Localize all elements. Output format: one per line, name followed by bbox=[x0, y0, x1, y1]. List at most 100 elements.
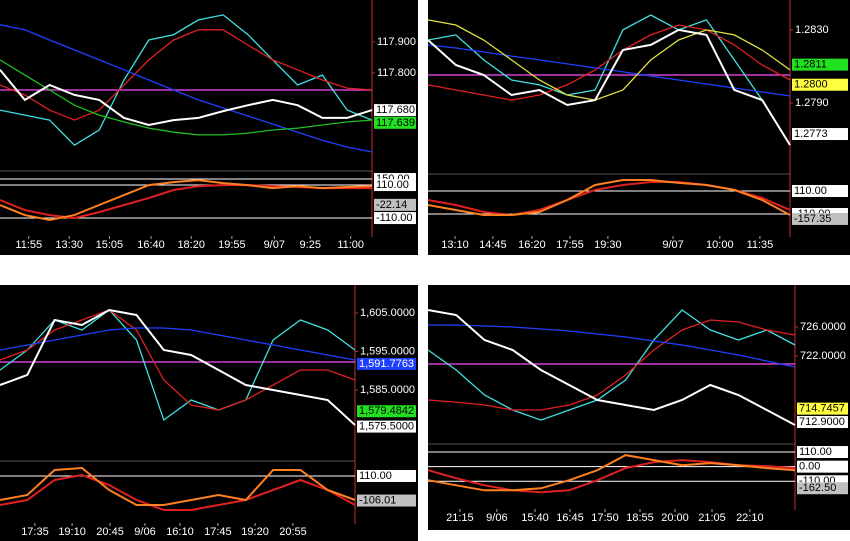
price-box bbox=[797, 402, 848, 415]
price-label: 714.7457 bbox=[799, 403, 845, 415]
x-tick-label: 16:20 bbox=[518, 239, 546, 251]
price-line bbox=[427, 319, 796, 411]
x-tick-label: 21:15 bbox=[446, 512, 474, 524]
oscillator-line bbox=[0, 179, 373, 222]
price-line bbox=[427, 28, 791, 146]
y-tick-label: 726.0000 bbox=[800, 321, 846, 333]
price-line bbox=[0, 327, 356, 361]
x-tick-label: 15:05 bbox=[96, 239, 124, 251]
price-box bbox=[357, 357, 416, 370]
x-tick-label: 15:40 bbox=[521, 512, 549, 524]
price-label: 1.2811 bbox=[794, 59, 827, 71]
value-label: -162.50 bbox=[799, 482, 836, 494]
price-label: 1.2773 bbox=[794, 128, 828, 140]
x-tick-label: 9:25 bbox=[300, 239, 321, 251]
x-tick-label: 16:45 bbox=[556, 512, 584, 524]
price-line bbox=[427, 24, 791, 101]
price-label: 1,575.5000 bbox=[359, 420, 414, 432]
price-line bbox=[428, 324, 796, 368]
y-tick-label: 0.00 bbox=[799, 461, 820, 473]
x-tick-label: 13:10 bbox=[441, 239, 469, 251]
price-box bbox=[374, 116, 416, 129]
price-label: 117.639 bbox=[376, 117, 415, 129]
price-box bbox=[792, 78, 848, 91]
x-tick-label: 13:30 bbox=[55, 239, 83, 251]
x-tick-label: 22:10 bbox=[736, 512, 764, 524]
oscillator-line bbox=[0, 473, 356, 511]
price-box bbox=[357, 405, 416, 418]
x-tick-label: 11:00 bbox=[337, 239, 364, 251]
price-label: 1.2800 bbox=[794, 79, 828, 91]
panel-background bbox=[0, 0, 418, 255]
y-tick-label: 1,605.0000 bbox=[360, 307, 415, 319]
x-tick-label: 9/06 bbox=[486, 512, 507, 524]
value-label: -22.14 bbox=[376, 199, 407, 211]
price-box bbox=[792, 58, 848, 71]
price-line bbox=[0, 308, 356, 426]
y-tick-label: 1.2830 bbox=[795, 24, 829, 36]
price-line bbox=[0, 309, 356, 411]
x-tick-label: 19:55 bbox=[218, 239, 246, 251]
price-line bbox=[427, 44, 791, 97]
x-tick-label: 17:55 bbox=[556, 239, 584, 251]
price-box bbox=[797, 416, 848, 429]
x-tick-label: 19:10 bbox=[58, 526, 86, 538]
y-tick-label: 110.00 bbox=[376, 179, 409, 191]
y-tick-label: 117.800 bbox=[377, 67, 416, 79]
x-tick-label: 20:55 bbox=[279, 526, 307, 538]
price-line bbox=[427, 309, 796, 426]
x-tick-label: 14:45 bbox=[479, 239, 507, 251]
y-tick-label: 1,595.0000 bbox=[360, 345, 415, 357]
value-box bbox=[357, 494, 416, 507]
x-tick-label: 16:40 bbox=[137, 239, 165, 251]
x-tick-label: 20:00 bbox=[661, 512, 689, 524]
x-tick-label: 9/07 bbox=[264, 239, 285, 251]
panel-background bbox=[428, 0, 850, 255]
y-tick-label: 1,585.0000 bbox=[360, 384, 415, 396]
tick-box bbox=[374, 179, 416, 192]
price-box bbox=[374, 104, 416, 117]
y-tick-label: 722.0000 bbox=[800, 350, 846, 362]
x-tick-label: 19:20 bbox=[241, 526, 269, 538]
price-label: 117.680 bbox=[376, 104, 415, 116]
x-tick-label: 17:50 bbox=[591, 512, 619, 524]
x-tick-label: 21:05 bbox=[698, 512, 726, 524]
y-tick-label: 1.2790 bbox=[795, 97, 829, 109]
price-label: 1,579.4842 bbox=[359, 405, 414, 417]
x-tick-label: 9/06 bbox=[134, 526, 155, 538]
oscillator-line bbox=[0, 466, 356, 506]
tick-box bbox=[357, 469, 416, 482]
oscillator-line bbox=[427, 179, 791, 216]
x-tick-label: 17:45 bbox=[204, 526, 232, 538]
x-tick-label: 20:45 bbox=[96, 526, 124, 538]
price-line bbox=[0, 29, 373, 121]
x-tick-label: 18:20 bbox=[177, 239, 205, 251]
value-label: -157.35 bbox=[794, 213, 831, 225]
value-box bbox=[374, 198, 416, 211]
tick-box bbox=[374, 212, 416, 225]
x-tick-label: 18:55 bbox=[626, 512, 654, 524]
price-line bbox=[0, 69, 373, 127]
x-tick-label: 19:30 bbox=[594, 239, 622, 251]
x-tick-label: 11:55 bbox=[15, 239, 42, 251]
tick-box bbox=[797, 446, 848, 459]
x-tick-label: 16:10 bbox=[166, 526, 194, 538]
y-tick-label: 110.00 bbox=[799, 446, 832, 458]
y-tick-label: -110.00 bbox=[376, 212, 413, 224]
price-line bbox=[0, 59, 373, 136]
price-line bbox=[0, 14, 373, 147]
value-box bbox=[792, 212, 848, 225]
x-tick-label: 9/07 bbox=[662, 239, 683, 251]
tick-box bbox=[797, 460, 848, 473]
value-label: -106.01 bbox=[359, 494, 396, 506]
x-tick-label: 10:00 bbox=[706, 239, 734, 251]
y-tick-label: 117.900 bbox=[377, 36, 416, 48]
x-tick-label: 11:35 bbox=[747, 239, 774, 251]
y-tick-label: 110.00 bbox=[794, 185, 827, 197]
price-box bbox=[792, 128, 848, 141]
price-line bbox=[0, 24, 373, 153]
value-box bbox=[797, 482, 848, 495]
price-label: 1,591.7763 bbox=[359, 358, 414, 370]
y-tick-label: 110.00 bbox=[359, 470, 392, 482]
